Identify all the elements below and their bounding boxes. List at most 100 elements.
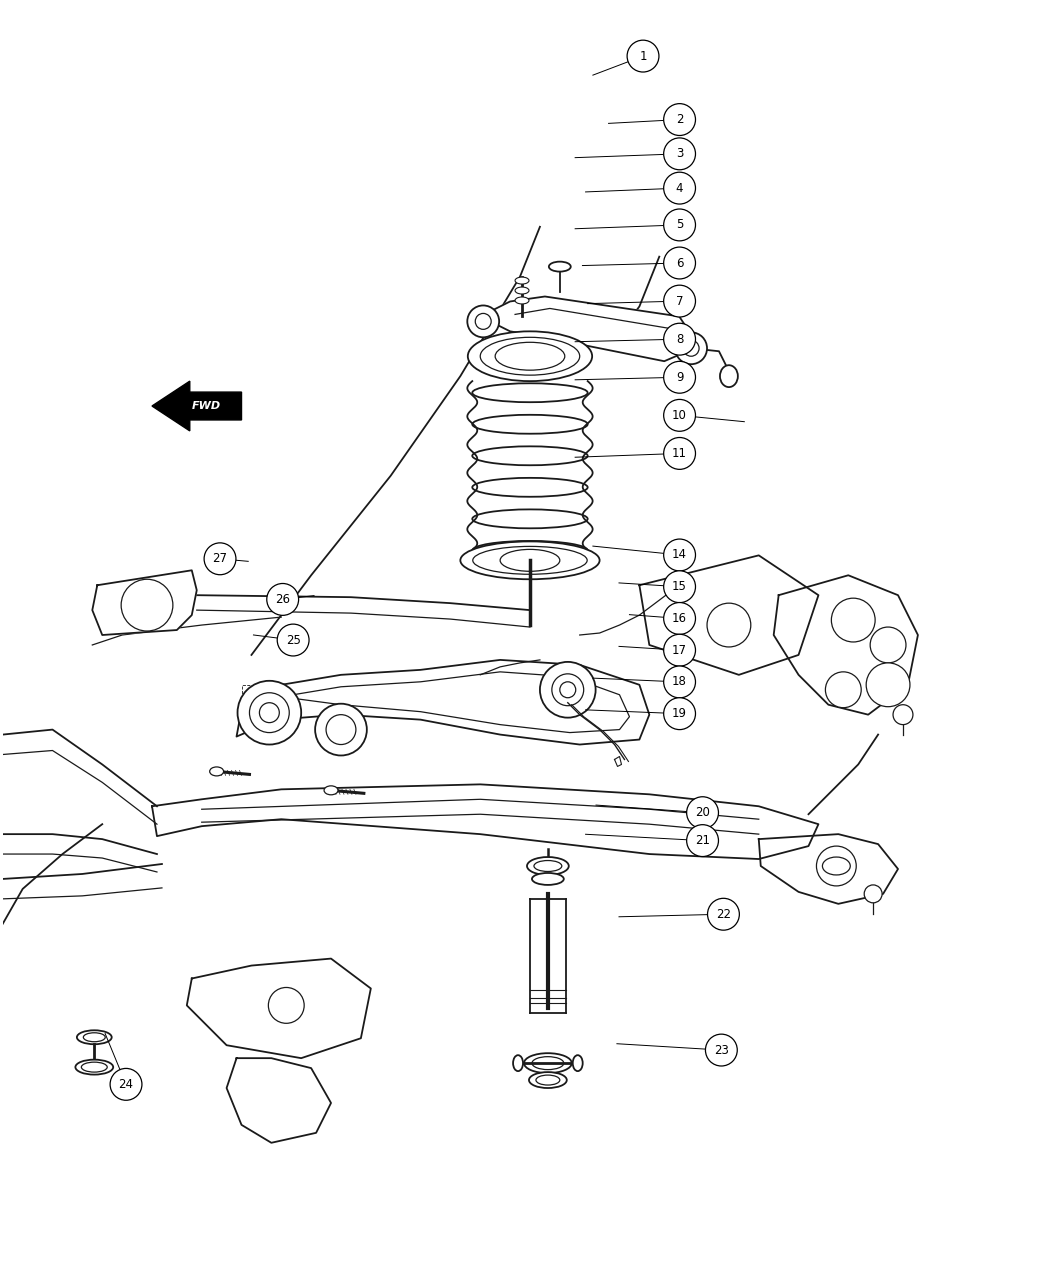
Circle shape (121, 579, 173, 631)
Ellipse shape (472, 547, 587, 574)
Polygon shape (759, 834, 898, 904)
Text: 2: 2 (676, 113, 684, 126)
Ellipse shape (210, 768, 224, 776)
Text: 25: 25 (286, 634, 300, 646)
Ellipse shape (472, 541, 588, 560)
Text: 21: 21 (695, 834, 710, 847)
Ellipse shape (549, 261, 571, 272)
Text: 1: 1 (639, 50, 647, 62)
Circle shape (866, 663, 910, 706)
Circle shape (664, 138, 695, 170)
Text: 6: 6 (676, 256, 684, 269)
Text: 11: 11 (672, 448, 687, 460)
Text: 26: 26 (275, 593, 290, 606)
Text: 20: 20 (695, 806, 710, 819)
Text: 4: 4 (676, 181, 684, 195)
Text: 23: 23 (714, 1043, 729, 1057)
Circle shape (540, 662, 595, 718)
Ellipse shape (527, 857, 569, 875)
Text: 19: 19 (672, 708, 687, 720)
Ellipse shape (472, 446, 588, 465)
Ellipse shape (572, 1056, 583, 1071)
Text: 17: 17 (672, 644, 687, 657)
Text: 3: 3 (676, 148, 684, 161)
Circle shape (467, 306, 499, 338)
Circle shape (825, 672, 861, 708)
Text: 24: 24 (119, 1077, 133, 1091)
Ellipse shape (472, 478, 588, 497)
Circle shape (627, 41, 659, 71)
Circle shape (832, 598, 875, 643)
Circle shape (664, 172, 695, 204)
Circle shape (267, 584, 298, 616)
Circle shape (664, 324, 695, 356)
Polygon shape (639, 556, 818, 674)
Circle shape (552, 674, 584, 705)
Text: 15: 15 (672, 580, 687, 593)
Ellipse shape (480, 338, 580, 375)
Circle shape (664, 539, 695, 571)
Circle shape (664, 437, 695, 469)
Ellipse shape (529, 1072, 567, 1088)
Ellipse shape (513, 1056, 523, 1071)
Circle shape (315, 704, 366, 756)
Circle shape (894, 705, 912, 724)
Circle shape (687, 797, 718, 829)
Circle shape (664, 666, 695, 697)
Ellipse shape (524, 1053, 572, 1074)
Polygon shape (92, 570, 196, 635)
Circle shape (687, 825, 718, 857)
Circle shape (664, 571, 695, 603)
Circle shape (870, 627, 906, 663)
Ellipse shape (516, 287, 529, 295)
Ellipse shape (76, 1060, 113, 1075)
Ellipse shape (532, 873, 564, 885)
Ellipse shape (516, 297, 529, 303)
Text: 8: 8 (676, 333, 684, 346)
Ellipse shape (472, 384, 588, 402)
Polygon shape (774, 575, 918, 715)
Circle shape (110, 1068, 142, 1100)
Circle shape (664, 209, 695, 241)
Circle shape (664, 399, 695, 431)
Text: 14: 14 (672, 548, 687, 561)
Ellipse shape (468, 332, 592, 381)
Ellipse shape (324, 785, 338, 794)
Ellipse shape (720, 365, 738, 388)
Circle shape (237, 681, 301, 745)
Ellipse shape (77, 1030, 111, 1044)
Circle shape (664, 103, 695, 135)
Polygon shape (480, 297, 699, 361)
FancyArrow shape (152, 381, 242, 431)
Circle shape (706, 1034, 737, 1066)
Polygon shape (187, 959, 371, 1058)
Circle shape (817, 847, 856, 886)
Text: 7: 7 (676, 295, 684, 307)
Text: 16: 16 (672, 612, 687, 625)
Circle shape (664, 697, 695, 729)
Text: 27: 27 (212, 552, 228, 565)
Circle shape (250, 692, 289, 733)
Circle shape (664, 286, 695, 317)
Polygon shape (227, 1058, 331, 1142)
Polygon shape (152, 784, 818, 859)
Ellipse shape (460, 542, 600, 579)
Circle shape (664, 361, 695, 393)
Circle shape (269, 987, 304, 1024)
Circle shape (664, 603, 695, 635)
Text: FWD: FWD (192, 402, 222, 411)
Circle shape (864, 885, 882, 903)
Text: 5: 5 (676, 218, 684, 232)
Ellipse shape (472, 414, 588, 434)
Text: 9: 9 (676, 371, 684, 384)
Ellipse shape (472, 510, 588, 528)
Circle shape (708, 899, 739, 931)
Text: 22: 22 (716, 908, 731, 921)
Polygon shape (236, 660, 649, 745)
Circle shape (204, 543, 236, 575)
Text: 18: 18 (672, 676, 687, 688)
Circle shape (277, 623, 309, 655)
Circle shape (675, 333, 707, 365)
Circle shape (664, 247, 695, 279)
Circle shape (707, 603, 751, 646)
